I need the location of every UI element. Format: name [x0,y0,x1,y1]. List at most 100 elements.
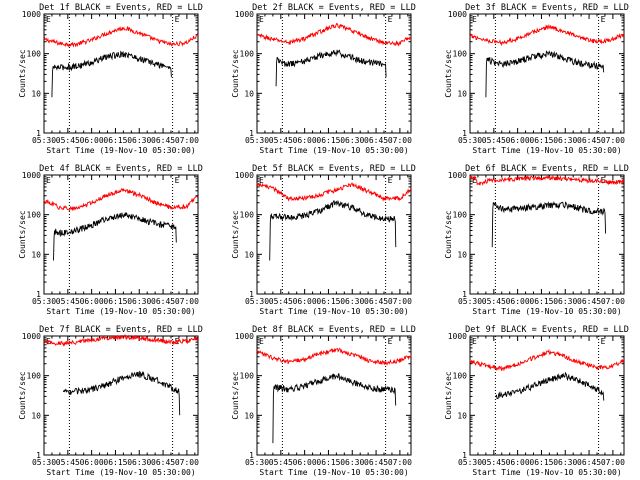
y-axis-title: Counts/sec [231,210,240,258]
events-series-line [485,50,605,98]
y-axis-title: Counts/sec [231,49,240,97]
y-tick-label: 100 [27,372,42,381]
chart-title: Det 8f BLACK = Events, RED = LLD [252,325,416,335]
events-series-line [272,373,397,444]
chart-title: Det 7f BLACK = Events, RED = LLD [39,325,203,335]
x-tick-label: 07:00 [388,458,412,467]
x-tick-label: 06:30 [340,136,364,145]
y-tick-label: 1 [462,290,467,299]
y-tick-label: 100 [27,50,42,59]
eclipse-marker-end: E [601,337,606,346]
chart-title: Det 2f BLACK = Events, RED = LLD [252,3,416,13]
plot-frame [469,335,625,456]
x-tick-label: 05:30 [245,136,269,145]
x-tick-label: 06:15 [529,136,553,145]
x-tick-label: 06:45 [364,458,388,467]
chart-title: Det 3f BLACK = Events, RED = LLD [465,3,629,13]
x-axis-title: Start Time (19-Nov-10 05:30:00) [46,146,195,155]
y-axis-title: Counts/sec [18,371,27,419]
x-tick-label: 06:30 [127,458,151,467]
x-tick-labels: 05:30 05:45 06:00 06:15 06:30 06:45 07:00 [458,297,625,306]
plot-frame [469,174,625,295]
y-tick-label: 10 [457,89,467,98]
y-tick-label: 1000 [22,10,41,19]
x-tick-labels: 05:30 05:45 06:00 06:15 06:30 06:45 07:00 [245,297,412,306]
y-tick-label: 1 [36,129,41,138]
x-tick-label: 07:00 [175,136,199,145]
eclipse-marker-start: E [259,337,264,346]
x-tick-label: 06:45 [151,297,175,306]
x-tick-label: 05:45 [269,297,293,306]
x-tick-label: 06:45 [364,136,388,145]
x-tick-label: 05:30 [458,136,482,145]
y-tick-label: 10 [31,411,41,420]
events-series-line [275,49,387,87]
x-tick-label: 05:30 [32,458,56,467]
eclipse-marker-start: E [472,176,477,185]
x-tick-label: 07:00 [175,297,199,306]
events-series-line [495,371,605,401]
events-series-line [63,370,181,416]
x-tick-label: 07:00 [175,458,199,467]
y-tick-label: 10 [31,250,41,259]
chart-panel-5: Det 5f BLACK = Events, RED = LLD 1 10 100 10… [231,164,416,316]
y-tick-labels: 1 10 100 1000 [448,332,467,460]
x-tick-label: 05:45 [482,458,506,467]
y-tick-label: 1000 [235,332,254,341]
events-series-line [269,199,397,261]
x-tick-label: 05:45 [482,136,506,145]
x-tick-label: 05:45 [56,136,80,145]
y-tick-label: 10 [31,89,41,98]
x-tick-label: 06:00 [506,458,530,467]
lld-series-line [469,348,625,372]
y-tick-label: 100 [27,211,42,220]
lld-series-line [256,181,412,202]
x-axis-title: Start Time (19-Nov-10 05:30:00) [46,468,195,477]
y-tick-label: 100 [453,211,468,220]
x-axis-title: Start Time (19-Nov-10 05:30:00) [472,307,621,316]
chart-panel-4: Det 4f BLACK = Events, RED = LLD 1 10 100 10… [18,164,203,316]
x-tick-label: 06:30 [340,297,364,306]
x-tick-labels: 05:30 05:45 06:00 06:15 06:30 06:45 07:00 [458,458,625,467]
x-tick-label: 07:00 [601,458,625,467]
eclipse-marker-start: E [46,15,51,24]
y-tick-label: 1000 [22,171,41,180]
x-tick-label: 06:30 [553,136,577,145]
x-tick-label: 06:00 [80,458,104,467]
chart-panel-7: Det 7f BLACK = Events, RED = LLD 1 10 100 10… [18,325,203,477]
x-tick-label: 06:30 [553,297,577,306]
y-tick-label: 1 [249,290,254,299]
eclipse-marker-end: E [175,15,180,24]
y-tick-labels: 1 10 100 1000 [448,10,467,138]
x-tick-label: 06:45 [151,136,175,145]
eclipse-marker-end: E [601,176,606,185]
x-tick-label: 06:00 [506,297,530,306]
y-tick-label: 1000 [235,10,254,19]
chart-panel-1: Det 1f BLACK = Events, RED = LLD 1 10 100 10… [18,3,203,155]
chart-title: Det 6f BLACK = Events, RED = LLD [465,164,629,174]
y-axis-title: Counts/sec [444,371,453,419]
eclipse-marker-start: E [259,15,264,24]
lld-series-line [469,174,625,187]
x-tick-label: 06:15 [529,297,553,306]
y-tick-label: 1000 [448,10,467,19]
chart-title: Det 9f BLACK = Events, RED = LLD [465,325,629,335]
x-tick-label: 06:15 [103,136,127,145]
x-tick-labels: 05:30 05:45 06:00 06:15 06:30 06:45 07:00 [32,458,199,467]
x-tick-label: 05:45 [56,458,80,467]
chart-title: Det 1f BLACK = Events, RED = LLD [39,3,203,13]
chart-panel-6: Det 6f BLACK = Events, RED = LLD 1 10 100 10… [444,164,629,316]
y-tick-label: 100 [453,50,468,59]
x-tick-label: 06:15 [103,458,127,467]
plot-frame [256,335,412,456]
lld-series-line [43,334,199,347]
y-tick-label: 10 [244,250,254,259]
chart-title: Det 5f BLACK = Events, RED = LLD [252,164,416,174]
x-tick-label: 06:45 [577,297,601,306]
x-tick-label: 06:00 [506,136,530,145]
x-tick-label: 06:30 [127,136,151,145]
y-axis-title: Counts/sec [444,49,453,97]
x-tick-label: 07:00 [601,297,625,306]
y-tick-label: 100 [240,372,255,381]
